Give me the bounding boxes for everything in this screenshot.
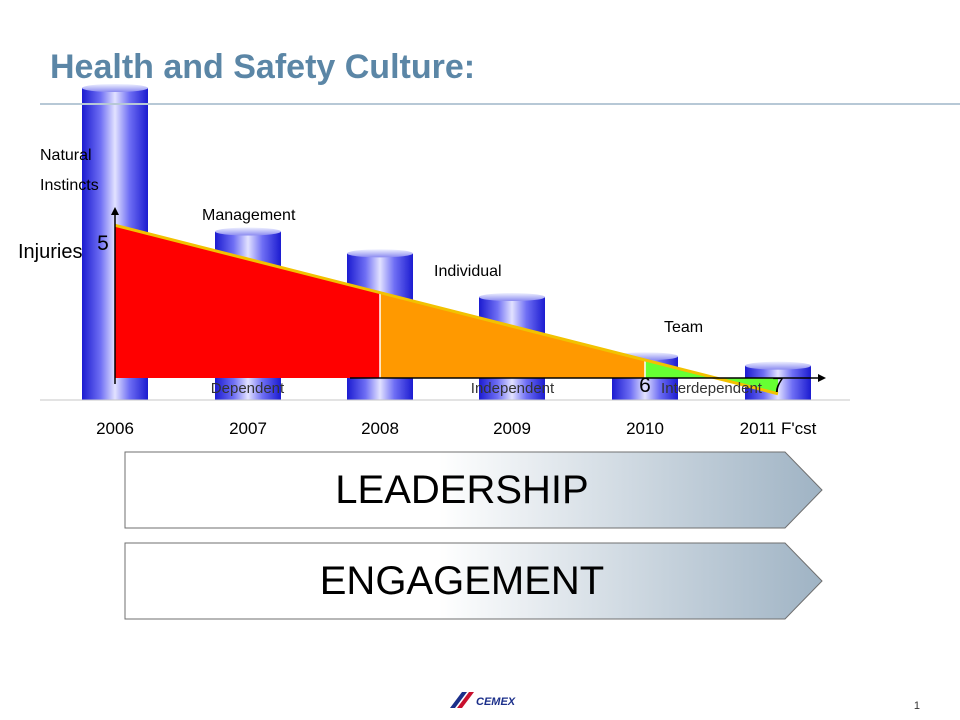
bar-cap-2011 F'cst (745, 361, 811, 370)
x-tick-label: 2006 (96, 419, 134, 438)
axis-annotation: 6 (639, 374, 651, 397)
zone-dependent (115, 225, 380, 378)
stage-label: Team (664, 319, 703, 336)
page-title: Health and Safety Culture: (50, 48, 476, 86)
zone-label: Interdependent (661, 380, 763, 397)
banner-leadership (124, 451, 823, 529)
svg-text:CEMEX: CEMEX (476, 696, 516, 708)
bar-cap-2008 (347, 249, 413, 258)
zone-independent (380, 292, 645, 378)
bar-cap-2006 (82, 84, 148, 92)
trend-line (114, 223, 779, 396)
zone-label: Dependent (211, 380, 285, 397)
stage-label: Natural Instincts (40, 147, 99, 194)
x-tick-label: 2007 (229, 419, 267, 438)
banner-text: LEADERSHIP (335, 468, 588, 512)
axis-annotation: 7 (772, 374, 784, 397)
axis-annotation: 5 (97, 232, 109, 255)
stage-label: Individual (434, 263, 502, 280)
x-tick-label: 2008 (361, 419, 399, 438)
stage-label: Management (202, 207, 296, 224)
banner-text: ENGAGEMENT (320, 559, 604, 603)
x-tick-label: 2011 F'cst (740, 419, 817, 438)
slide-number: 1 (913, 700, 920, 712)
zone-label: Independent (471, 380, 555, 397)
banner-engagement (124, 542, 823, 620)
x-tick-label: 2010 (626, 419, 664, 438)
x-axis-arrow (818, 374, 826, 382)
bar-cap-2007 (215, 227, 281, 236)
y-axis-arrow (111, 207, 119, 215)
title-divider (40, 103, 960, 105)
bar-cap-2009 (479, 293, 545, 302)
y-axis-label: Injuries (18, 241, 82, 263)
cemex-logo: CEMEX (450, 692, 516, 708)
x-tick-label: 2009 (493, 419, 531, 438)
